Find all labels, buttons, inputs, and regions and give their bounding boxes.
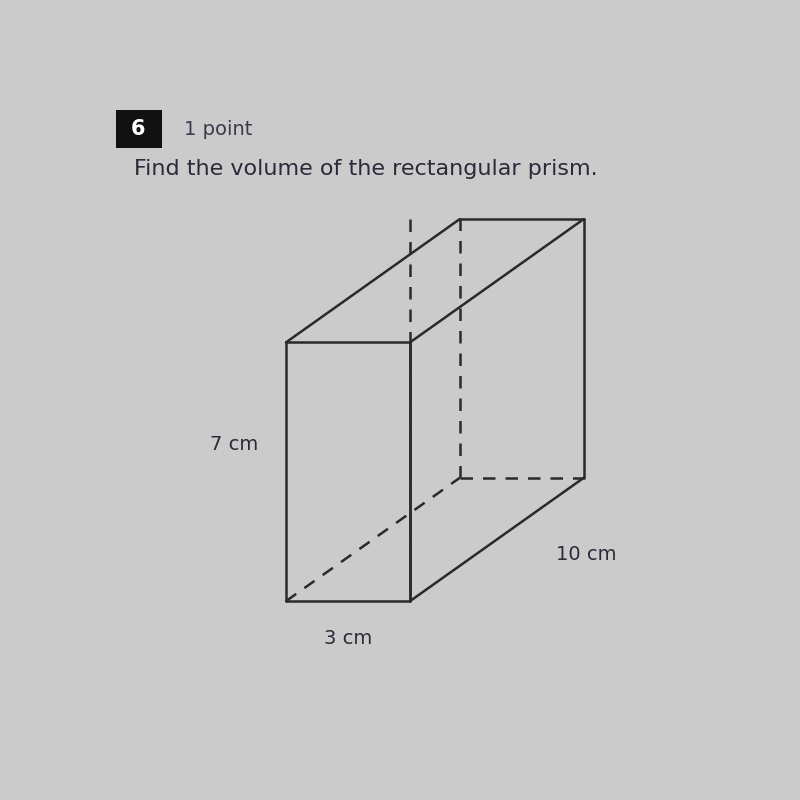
Text: 7 cm: 7 cm	[210, 434, 258, 454]
FancyBboxPatch shape	[115, 110, 162, 148]
Text: 10 cm: 10 cm	[556, 546, 616, 565]
Text: 3 cm: 3 cm	[324, 629, 372, 648]
Text: Find the volume of the rectangular prism.: Find the volume of the rectangular prism…	[134, 158, 598, 178]
Text: 6: 6	[131, 119, 146, 139]
Text: 1 point: 1 point	[184, 120, 252, 138]
